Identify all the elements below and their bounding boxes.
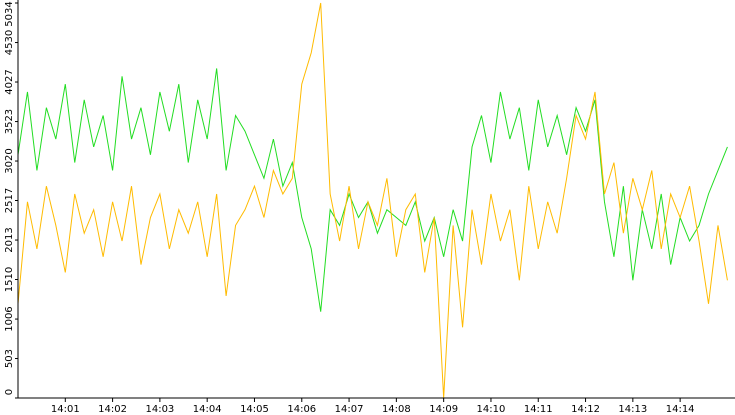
x-tick-label: 14:03 (145, 404, 174, 415)
x-tick-label: 14:01 (51, 404, 80, 415)
y-tick-label: 1006 (4, 306, 15, 331)
x-tick-label: 14:07 (335, 404, 364, 415)
x-tick-label: 14:06 (287, 404, 316, 415)
x-tick-label: 14:10 (477, 404, 506, 415)
x-tick-label: 14:13 (618, 404, 647, 415)
x-tick-label: 14:12 (571, 404, 600, 415)
y-tick-label: 0 (4, 389, 15, 395)
y-tick-label: 4027 (4, 69, 15, 94)
x-tick-label: 14:09 (429, 404, 458, 415)
y-tick-label: 3523 (4, 109, 15, 134)
series-line (17, 68, 728, 312)
y-tick-label: 503 (4, 349, 15, 368)
y-tick-label: 2517 (4, 188, 15, 213)
x-tick-label: 14:04 (193, 404, 222, 415)
x-tick-label: 14:02 (98, 404, 127, 415)
y-tick-label: 4530 (4, 30, 15, 55)
series-line (17, 2, 728, 399)
y-tick-label: 5034 (4, 1, 15, 26)
y-tick-label: 3020 (4, 148, 15, 173)
y-tick-label: 2013 (4, 227, 15, 252)
x-tick-label: 14:14 (666, 404, 695, 415)
x-tick-label: 14:05 (240, 404, 269, 415)
x-tick-label: 14:11 (524, 404, 553, 415)
y-tick-label: 1510 (4, 267, 15, 292)
x-tick-label: 14:08 (382, 404, 411, 415)
